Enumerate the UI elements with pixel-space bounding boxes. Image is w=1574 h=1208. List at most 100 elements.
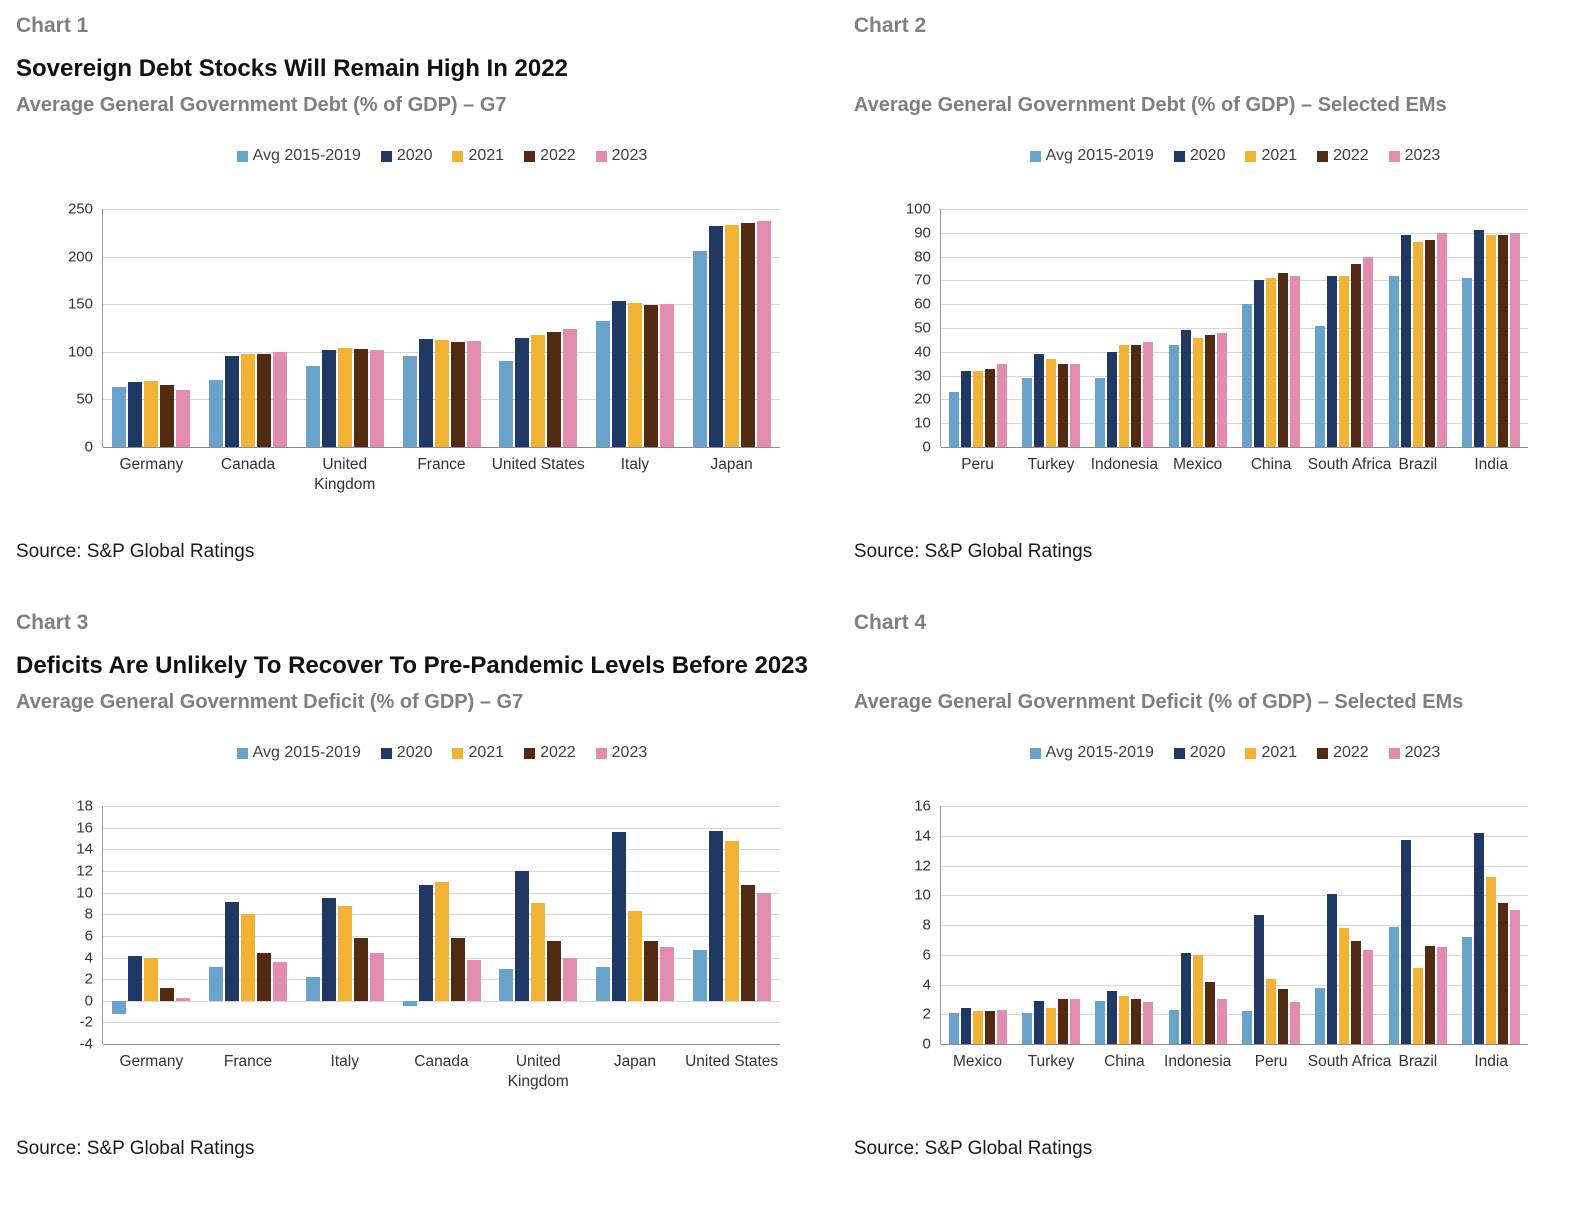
bar — [209, 967, 224, 1001]
y-tick-label: 10 — [914, 886, 931, 904]
legend-swatch — [524, 747, 536, 759]
bar — [112, 1000, 127, 1014]
chart-4-panel: Chart 4 Average General Government Defic… — [854, 611, 1556, 1160]
bar — [176, 997, 191, 1001]
x-category-label: Japan — [613, 1053, 657, 1070]
legend-item: Avg 2015-2019 — [1029, 147, 1154, 165]
x-category-label: Indonesia — [1164, 1053, 1232, 1070]
bar — [209, 380, 224, 447]
bar — [450, 938, 465, 1001]
y-tick-label: 12 — [914, 857, 931, 874]
legend-label: 2023 — [611, 147, 648, 164]
bar — [353, 938, 368, 1001]
legend-swatch — [380, 150, 392, 162]
gridline — [940, 209, 1528, 210]
legend-item: 2022 — [1317, 744, 1369, 762]
legend-swatch — [1245, 747, 1257, 759]
chart-plot: 0 2 4 6 8 10 12 14 16 Mexico Turkey China Indonesia… — [854, 798, 1556, 1070]
x-category-label: Mexico — [953, 1053, 1003, 1070]
x-category-label: Canada — [414, 1053, 469, 1070]
chart-legend: Avg 2015-2019 2020 2021 2022 2023 — [914, 744, 1556, 762]
bar — [128, 956, 143, 1001]
bar — [1462, 936, 1473, 1044]
x-category-label: China — [1104, 1053, 1145, 1070]
bar — [434, 881, 449, 1001]
y-tick-label: 10 — [914, 414, 931, 432]
bar — [692, 949, 707, 1001]
bar — [1388, 926, 1399, 1044]
bar — [1131, 999, 1142, 1044]
y-tick-label: 0 — [922, 438, 931, 456]
bar — [1424, 945, 1435, 1044]
x-category-label: Peru — [961, 456, 994, 473]
legend-label: 2020 — [396, 147, 433, 164]
chart-legend: Avg 2015-2019 2020 2021 2022 2023 — [76, 147, 808, 165]
bar — [611, 301, 626, 447]
legend-item: Avg 2015-2019 — [236, 744, 361, 762]
bar — [1278, 273, 1289, 447]
chart-title — [854, 54, 1556, 84]
bar — [1045, 358, 1056, 447]
chart-subtitle: Average General Government Deficit (% of… — [16, 691, 524, 713]
chart-title: Sovereign Debt Stocks Will Remain High I… — [16, 55, 568, 82]
source-note: Source: S&P Global Ratings — [16, 1138, 255, 1159]
bar — [241, 914, 256, 1001]
bar — [1400, 235, 1411, 447]
bar — [563, 329, 578, 447]
legend-label: 2020 — [396, 744, 433, 761]
legend-item: 2021 — [452, 744, 504, 762]
x-category-label: Germany — [119, 1053, 184, 1070]
bar — [1180, 953, 1191, 1044]
bar — [627, 303, 642, 447]
legend-swatch — [1388, 747, 1400, 759]
bar — [756, 892, 771, 1001]
bar — [756, 221, 771, 447]
bar — [1021, 1012, 1032, 1044]
plot-area: Mexico Turkey China Indonesia Peru South Afri… — [939, 806, 1528, 1070]
legend-swatch — [595, 150, 607, 162]
bar — [547, 941, 562, 1001]
bar — [1069, 363, 1080, 447]
bar — [1290, 275, 1301, 447]
bar — [144, 381, 159, 447]
bar — [1436, 232, 1447, 447]
bar — [418, 885, 433, 1001]
y-tick-label: 100 — [905, 200, 931, 218]
bar — [643, 305, 658, 447]
gridline — [940, 351, 1528, 353]
bar — [369, 953, 384, 1001]
chart-number-label: Chart 4 — [853, 611, 927, 634]
chart-legend: Avg 2015-2019 2020 2021 2022 2023 — [914, 147, 1556, 165]
bar — [627, 910, 642, 1001]
bar — [1242, 1011, 1253, 1044]
y-tick-label: 50 — [914, 319, 931, 337]
bar — [531, 334, 546, 447]
gridline — [940, 806, 1528, 807]
bar — [708, 226, 723, 447]
y-tick-label: 16 — [76, 819, 93, 837]
bar — [1107, 990, 1118, 1044]
bar — [1327, 893, 1338, 1044]
x-category-label: Mexico — [1173, 456, 1223, 473]
bar — [160, 987, 175, 1001]
bar — [353, 348, 368, 447]
y-tick-label: 0 — [84, 992, 93, 1010]
x-category-label: Canada — [220, 456, 276, 473]
legend-item: Avg 2015-2019 — [236, 147, 361, 165]
legend-swatch — [1029, 150, 1041, 162]
legend-label: 2023 — [611, 744, 648, 761]
gridline — [940, 984, 1528, 986]
bar — [708, 830, 723, 1001]
y-tick-label: 16 — [914, 797, 931, 815]
bar — [321, 349, 336, 447]
bar — [1254, 914, 1265, 1044]
legend-swatch — [1245, 150, 1257, 162]
gridline — [103, 1044, 780, 1045]
gridline — [940, 895, 1528, 897]
gridline — [940, 1014, 1528, 1016]
bar — [1204, 981, 1215, 1044]
bar — [466, 959, 481, 1001]
bar — [1242, 304, 1253, 447]
legend-label: 2021 — [1261, 744, 1298, 761]
gridline — [103, 849, 780, 851]
